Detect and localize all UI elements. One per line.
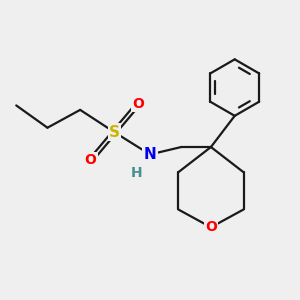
- Text: O: O: [205, 220, 217, 234]
- Text: S: S: [109, 125, 120, 140]
- Text: H: H: [131, 166, 142, 180]
- Text: O: O: [132, 97, 144, 111]
- Text: O: O: [85, 153, 97, 167]
- Text: N: N: [144, 147, 156, 162]
